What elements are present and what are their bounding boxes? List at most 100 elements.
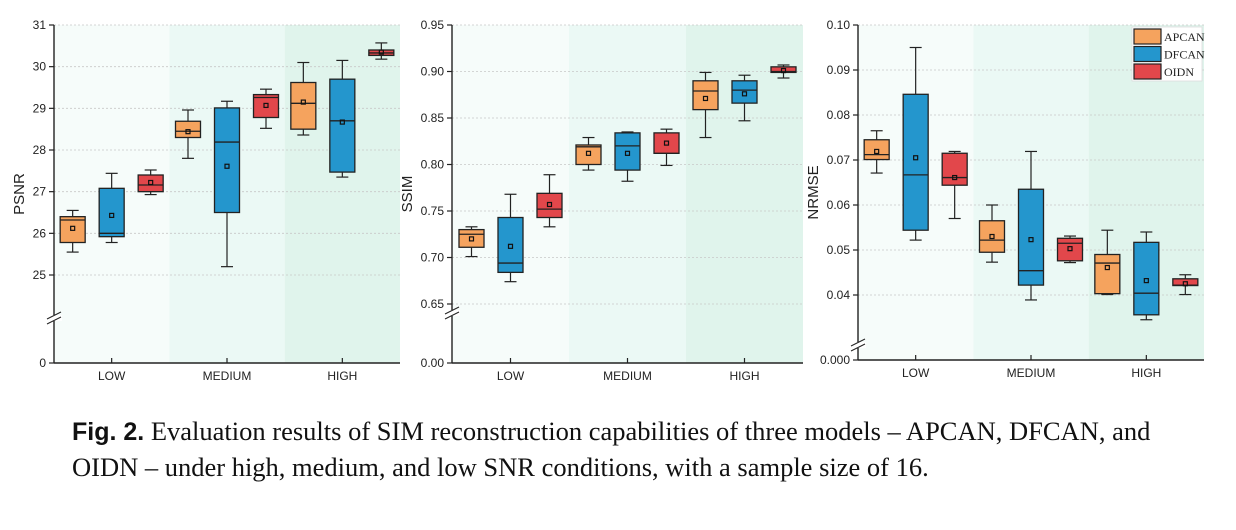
box-iqr bbox=[692, 80, 719, 111]
box-apcan-low bbox=[863, 130, 890, 174]
y-axis-label: PSNR bbox=[11, 173, 28, 215]
figure-charts: 31 30 29 28 27 26 25 0 PSNR LOW MEDIUM HIGH 0.95 0.90… bbox=[11, 18, 1205, 383]
y-tick-label: 0.04 bbox=[827, 288, 851, 302]
mean-marker bbox=[224, 163, 230, 169]
mean-marker bbox=[780, 67, 787, 74]
box-iqr bbox=[1094, 253, 1121, 295]
box-iqr bbox=[653, 132, 680, 154]
mean-marker bbox=[339, 119, 345, 125]
axis-break-mark bbox=[850, 343, 866, 352]
chart-panel-ssim: 0.95 0.90 0.85 0.80 0.75 0.70 0.65 0.00 SSIM LOW M… bbox=[399, 18, 803, 383]
box-dfcan-low bbox=[497, 193, 524, 283]
y-tick-label: 0.06 bbox=[827, 198, 851, 212]
axis-break-mark bbox=[850, 338, 866, 347]
box-dfcan-high bbox=[1133, 231, 1160, 321]
mean-marker bbox=[507, 243, 514, 249]
mean-marker bbox=[1143, 278, 1149, 284]
chart-panel-psnr: 31 30 29 28 27 26 25 0 PSNR LOW MEDIUM HIGH bbox=[11, 18, 400, 383]
legend-swatch-oidn bbox=[1133, 63, 1162, 80]
caption-text: Evaluation results of SIM reconstruction… bbox=[72, 416, 1151, 482]
y-tick-label: 26 bbox=[33, 226, 47, 240]
box-iqr bbox=[575, 144, 602, 166]
box-dfcan-medium bbox=[614, 131, 641, 182]
chart-panel-nrmse: 0.10 0.09 0.08 0.07 0.06 0.05 0.04 0.000 NRMSE LO… bbox=[805, 18, 1205, 380]
box-iqr bbox=[902, 93, 929, 231]
mean-marker bbox=[913, 155, 919, 161]
box-iqr bbox=[290, 81, 317, 130]
box-dfcan-low bbox=[98, 172, 125, 244]
box-oidn-high bbox=[770, 64, 797, 79]
mean-marker bbox=[952, 174, 958, 181]
box-apcan-low bbox=[458, 226, 485, 258]
box-apcan-high bbox=[692, 71, 719, 139]
mean-marker bbox=[109, 212, 115, 219]
box-apcan-medium bbox=[575, 136, 602, 171]
mean-marker bbox=[585, 150, 592, 156]
y-tick-label: 27 bbox=[33, 185, 47, 199]
x-tick-label: MEDIUM bbox=[203, 369, 252, 383]
axis-break-gap bbox=[850, 342, 866, 348]
mean-marker bbox=[1104, 264, 1110, 271]
box-apcan-medium bbox=[174, 109, 202, 159]
legend-label-apcan: APCAN bbox=[1164, 30, 1205, 44]
y-tick-label: 0.09 bbox=[827, 63, 851, 77]
box-dfcan-high bbox=[731, 74, 758, 122]
box-iqr bbox=[59, 216, 86, 244]
y-tick-label: 0.95 bbox=[421, 18, 445, 32]
y-tick-label: 25 bbox=[33, 268, 47, 282]
figure-caption: Fig. 2. Evaluation results of SIM recons… bbox=[72, 414, 1182, 485]
legend-swatch-apcan bbox=[1133, 28, 1162, 45]
y-tick-label: 29 bbox=[33, 101, 47, 115]
y-tick-label: 0.75 bbox=[421, 204, 445, 218]
y-tick-label: 0 bbox=[39, 356, 46, 370]
x-tick-label: MEDIUM bbox=[1007, 366, 1056, 380]
y-tick-label: 31 bbox=[33, 18, 47, 32]
box-iqr bbox=[1056, 237, 1084, 262]
axis-break-gap bbox=[444, 310, 460, 316]
box-oidn-high bbox=[368, 42, 395, 60]
mean-marker bbox=[378, 49, 384, 55]
y-axis-label: SSIM bbox=[399, 176, 416, 213]
axis-break-gap bbox=[46, 315, 62, 321]
mean-marker bbox=[263, 102, 269, 109]
mean-marker bbox=[1067, 246, 1073, 252]
box-oidn-low bbox=[941, 150, 968, 220]
mean-marker bbox=[185, 129, 191, 135]
x-tick-label: HIGH bbox=[730, 369, 760, 383]
box-iqr bbox=[497, 216, 524, 274]
y-axis-label: NRMSE bbox=[805, 165, 822, 219]
y-tick-label: 0.08 bbox=[827, 108, 851, 122]
legend: APCAN DFCAN OIDN bbox=[1131, 26, 1205, 82]
box-iqr bbox=[137, 174, 164, 193]
box-apcan-high bbox=[1094, 229, 1121, 296]
box-dfcan-high bbox=[329, 59, 356, 178]
mean-marker bbox=[741, 91, 748, 97]
mean-marker bbox=[702, 95, 709, 102]
box-apcan-high bbox=[290, 61, 317, 136]
mean-marker bbox=[1028, 237, 1034, 243]
box-iqr bbox=[941, 152, 968, 186]
y-tick-label: 0.05 bbox=[827, 243, 851, 257]
box-oidn-high bbox=[1172, 274, 1199, 296]
axis-break-mark bbox=[46, 311, 62, 320]
y-tick-label: 0.65 bbox=[421, 297, 445, 311]
mean-marker bbox=[663, 140, 670, 146]
box-iqr bbox=[252, 93, 280, 119]
y-tick-label: 0.85 bbox=[421, 111, 445, 125]
box-oidn-low bbox=[536, 174, 563, 228]
y-tick-label: 0.70 bbox=[421, 251, 445, 265]
box-iqr bbox=[329, 78, 356, 173]
box-oidn-medium bbox=[653, 128, 680, 167]
box-dfcan-medium bbox=[213, 100, 241, 268]
mean-marker bbox=[300, 99, 306, 105]
mean-marker bbox=[546, 201, 553, 208]
legend-swatch-dfcan bbox=[1133, 45, 1162, 63]
y-tick-label: 0.90 bbox=[421, 65, 445, 79]
y-tick-label: 0.07 bbox=[827, 153, 851, 167]
caption-label: Fig. 2. bbox=[72, 418, 145, 446]
legend-label-oidn: OIDN bbox=[1164, 65, 1194, 79]
box-dfcan-low bbox=[902, 46, 929, 241]
axis-break-mark bbox=[444, 311, 460, 320]
x-tick-label: LOW bbox=[497, 369, 525, 383]
box-apcan-low bbox=[59, 209, 86, 253]
